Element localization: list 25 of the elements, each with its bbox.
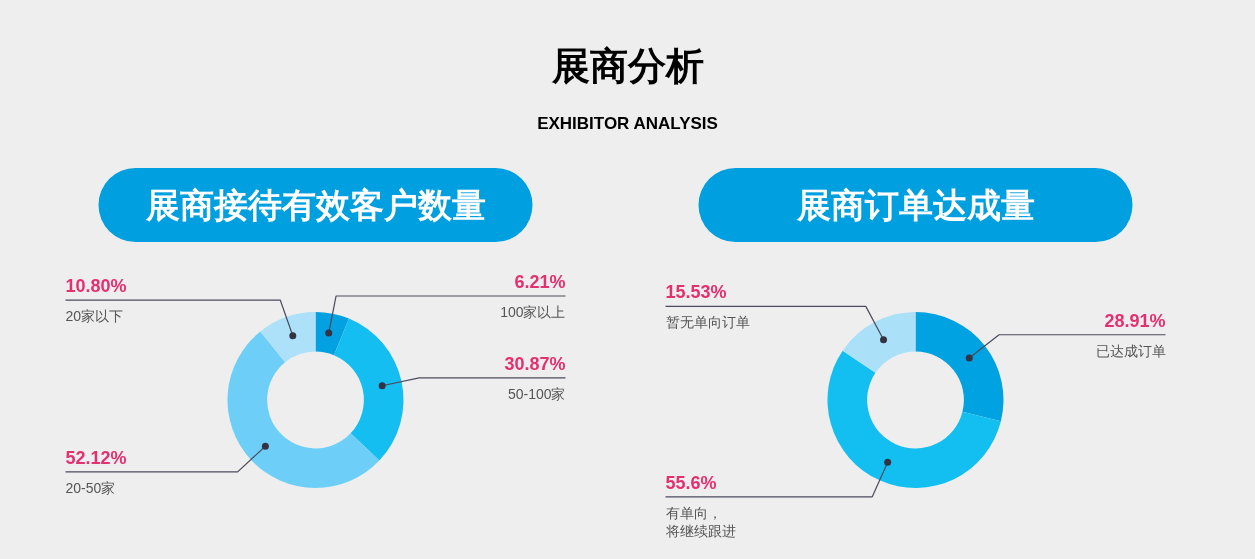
slice-label: 20-50家: [65, 479, 116, 496]
text: EXHIBITOR ANALYSIS: [537, 114, 718, 133]
donut-slice: [315, 312, 349, 356]
chart-title: 展商接待有效客户数量: [144, 186, 486, 225]
donut-slice: [333, 318, 404, 461]
slice-label: 暂无单向订单: [665, 314, 750, 331]
donut-slice: [842, 312, 916, 373]
data-label: 52.12%: [65, 447, 127, 468]
data-label: 30.87%: [504, 353, 566, 374]
slice-label: 20家以下: [65, 308, 124, 325]
slice-label: 100家以上: [500, 304, 566, 321]
slice-label: 已达成订单: [1095, 342, 1166, 359]
chart-title: 展商订单达成量: [795, 186, 1035, 225]
text: 展商分析: [550, 45, 704, 87]
data-label: 28.91%: [1104, 310, 1166, 331]
data-label: 15.53%: [665, 282, 727, 303]
donut-slice: [260, 312, 316, 363]
data-label: 6.21%: [514, 272, 566, 293]
donut-slice: [915, 312, 1004, 422]
slice-label: 有单向，将继续跟进: [664, 504, 736, 539]
data-label: 10.80%: [65, 276, 127, 297]
data-label: 55.6%: [665, 472, 717, 493]
slice-label: 50-100家: [507, 385, 566, 402]
donut-slice: [227, 331, 380, 488]
donut-slice: [827, 350, 1001, 488]
